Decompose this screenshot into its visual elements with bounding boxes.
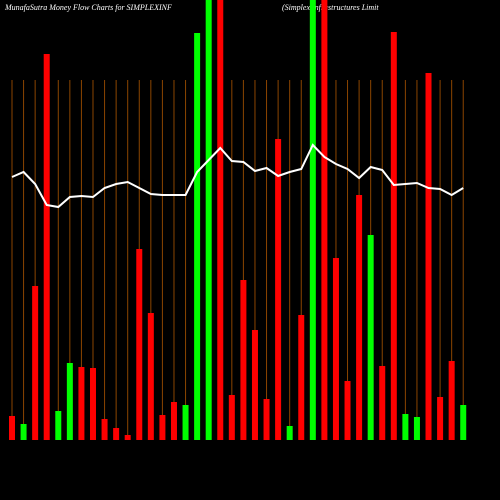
bar	[217, 0, 224, 440]
bar	[309, 0, 316, 440]
bar	[251, 330, 258, 440]
bar	[332, 258, 339, 440]
bar	[356, 195, 363, 440]
bar	[367, 235, 374, 440]
bar	[437, 397, 444, 440]
bar	[159, 415, 166, 440]
bar	[240, 280, 247, 440]
bar	[32, 286, 39, 440]
bar	[298, 315, 305, 440]
bar	[379, 366, 386, 440]
bar	[101, 419, 108, 440]
bar	[263, 399, 270, 440]
bar	[286, 426, 293, 440]
bar	[194, 33, 201, 440]
bar	[228, 395, 235, 440]
bar	[55, 411, 62, 440]
bar	[460, 405, 467, 440]
bar	[147, 313, 154, 440]
chart-subtitle: (Simplex Infrastructures Limit	[282, 3, 379, 12]
bar	[344, 381, 351, 440]
bar	[390, 32, 397, 440]
money-flow-line	[11, 143, 464, 209]
bar	[402, 414, 409, 440]
bar	[425, 73, 432, 440]
bar	[43, 54, 50, 440]
bar	[89, 368, 96, 440]
bar	[321, 0, 328, 440]
bar	[9, 416, 15, 440]
chart-title: MunafaSutra Money Flow Charts for SIMPLE…	[4, 3, 172, 12]
bar	[124, 435, 131, 440]
bar	[170, 402, 177, 440]
bar	[448, 361, 455, 440]
bar	[136, 249, 143, 440]
bar	[205, 0, 212, 440]
bar	[182, 405, 189, 440]
bar	[275, 139, 282, 440]
bar	[66, 363, 73, 440]
bar	[78, 367, 85, 440]
bar	[413, 417, 420, 440]
bar	[20, 424, 27, 440]
bar	[113, 428, 120, 440]
